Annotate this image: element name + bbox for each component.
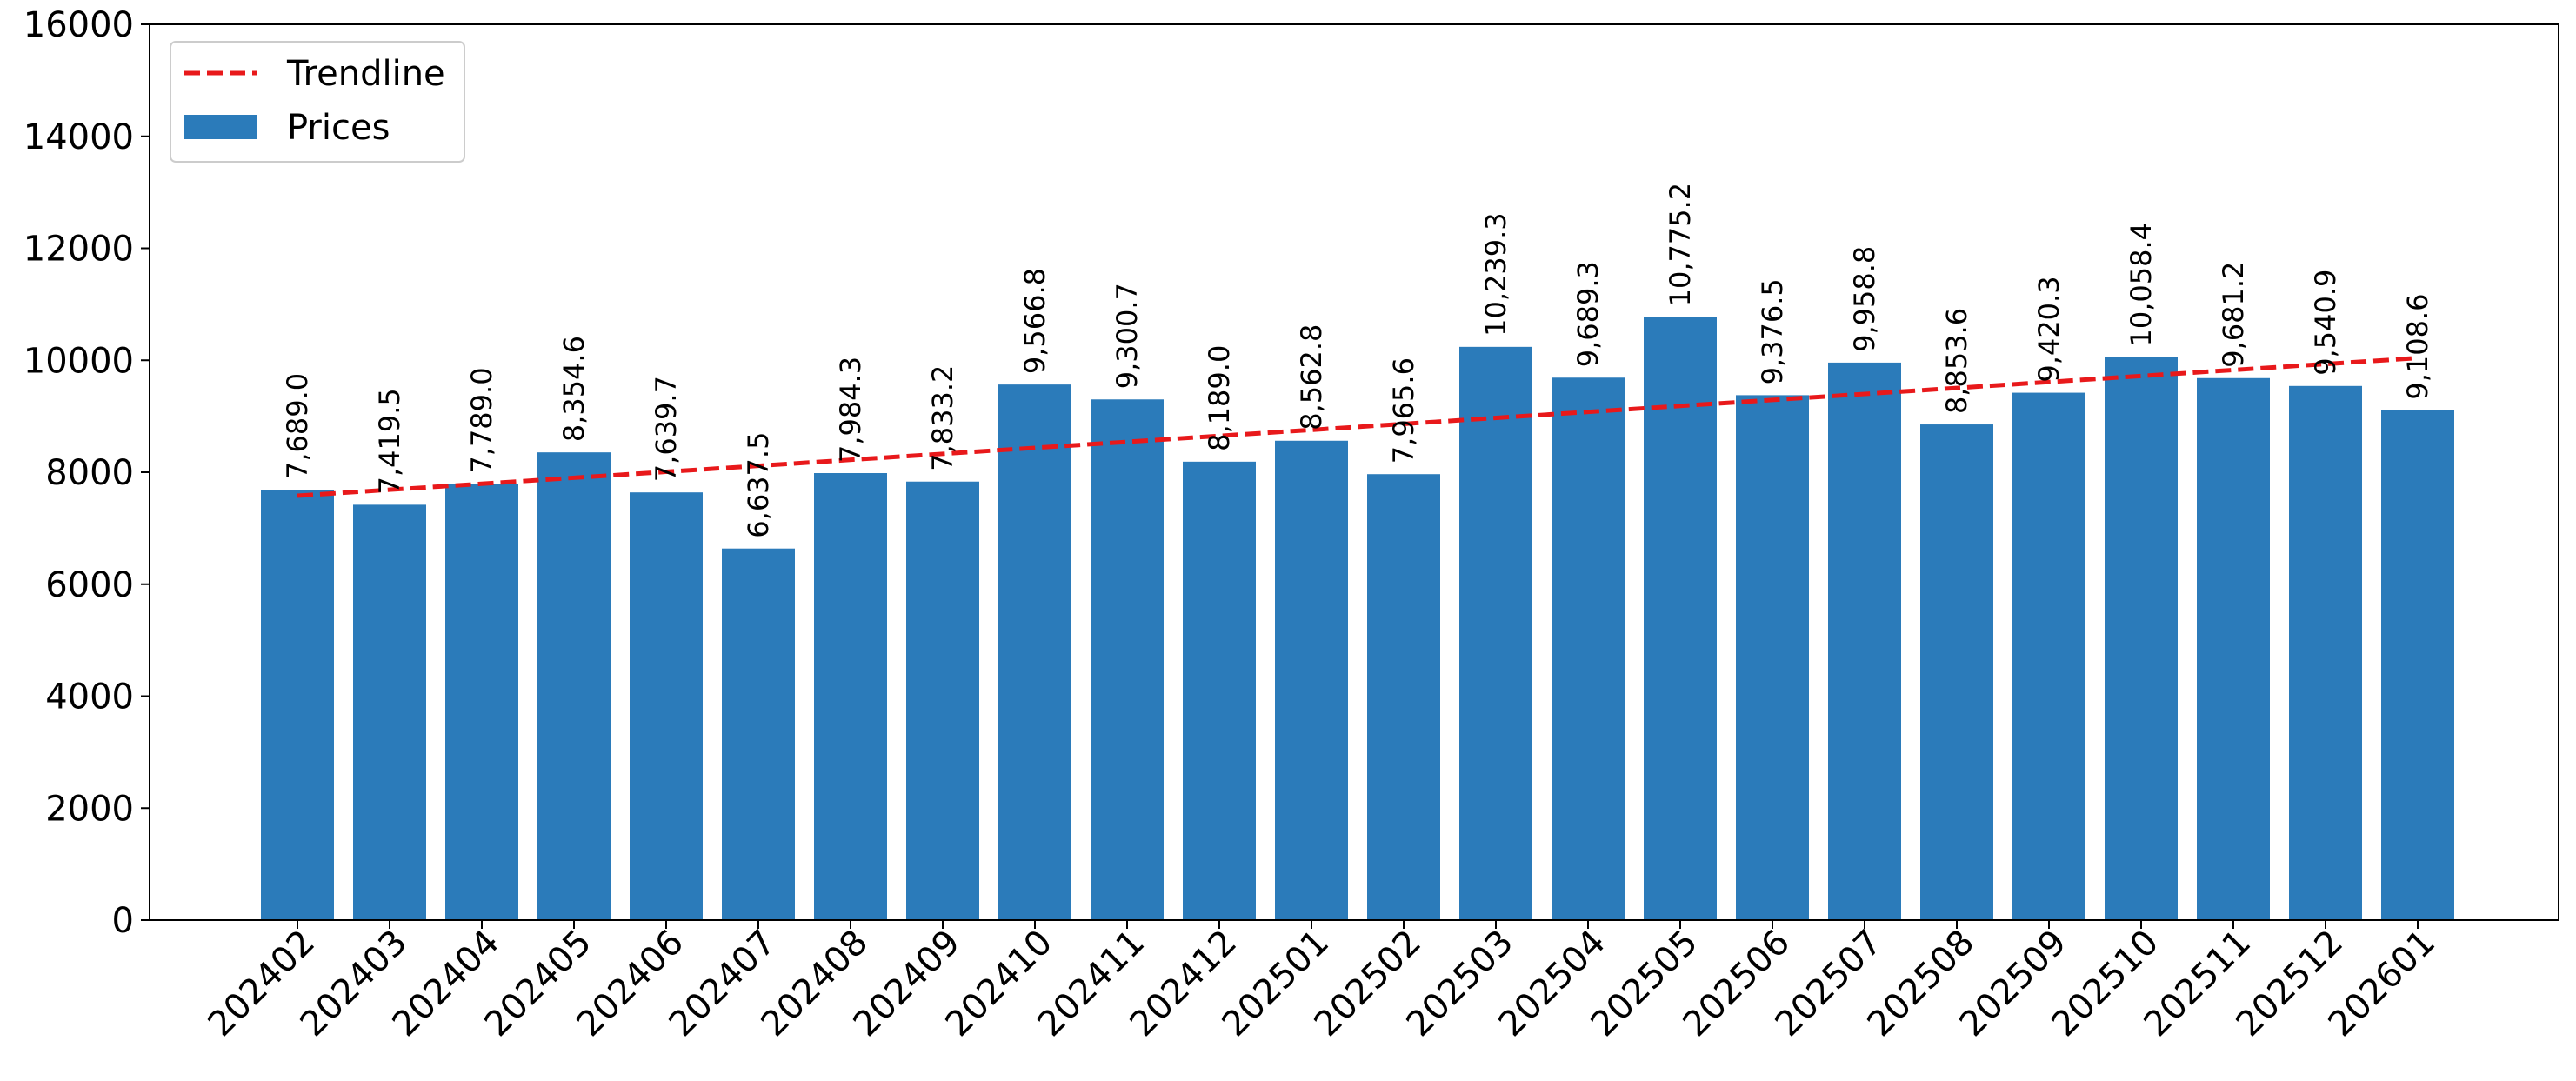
y-tick-label: 8000	[45, 453, 134, 493]
bar-value-label: 8,354.6	[557, 336, 591, 442]
bar-202510	[2105, 357, 2178, 921]
y-tick-label: 12000	[23, 230, 134, 270]
trendline	[297, 356, 2419, 498]
bar-value-label: 9,420.3	[2032, 276, 2065, 382]
bar-202409	[906, 481, 979, 920]
x-axis: 2024022024032024042024052024062024072024…	[201, 920, 2443, 1044]
bar-202506	[1736, 395, 1809, 920]
bar-value-label: 9,540.9	[2309, 270, 2342, 376]
bar-202507	[1828, 362, 1901, 921]
legend-prices-swatch	[184, 115, 257, 139]
bar-202502	[1367, 474, 1440, 920]
legend-trendline-label: Trendline	[286, 54, 445, 94]
bar-202404	[445, 484, 518, 920]
bar-value-label: 7,965.6	[1387, 357, 1420, 464]
bar-202406	[630, 492, 703, 920]
bar-value-label: 10,058.4	[2125, 223, 2158, 347]
bar-value-label: 9,566.8	[1018, 268, 1051, 374]
bar-value-label: 10,239.3	[1479, 212, 1512, 337]
bar-value-label: 9,300.7	[1111, 283, 1144, 389]
bar-202509	[2012, 392, 2085, 920]
bar-202508	[1920, 424, 1993, 920]
bar-value-label: 9,108.6	[2401, 293, 2434, 399]
bar-value-label: 7,984.3	[834, 357, 867, 463]
bar-202501	[1275, 440, 1348, 920]
bar-202511	[2197, 377, 2270, 921]
trendline-layer	[297, 356, 2419, 498]
bar-value-label: 8,189.0	[1203, 345, 1236, 451]
bar-value-label: 8,853.6	[1940, 308, 1973, 414]
bar-202412	[1183, 461, 1256, 920]
bars-layer	[261, 317, 2454, 921]
y-tick-label: 4000	[45, 677, 134, 717]
bar-value-label: 9,689.3	[1572, 261, 1605, 367]
bar-202504	[1552, 377, 1625, 920]
y-tick-label: 16000	[23, 5, 134, 45]
bar-202402	[261, 490, 334, 920]
bar-202503	[1459, 346, 1532, 920]
y-axis: 0 2000 4000 6000 8000 10000 12000 14000 16000	[23, 5, 150, 941]
bar-value-label: 10,775.2	[1664, 183, 1697, 307]
legend: Trendline Prices	[170, 41, 465, 163]
bar-value-label: 7,689.0	[281, 373, 314, 479]
bar-value-label: 6,637.5	[742, 432, 775, 538]
bar-202411	[1091, 399, 1164, 920]
bar-value-label: 9,376.5	[1756, 278, 1789, 384]
bar-202410	[998, 384, 1071, 921]
y-tick-label: 10000	[23, 341, 134, 381]
bar-labels-layer: 7,689.0 7,419.5 7,789.0 8,354.6 7,639.7 6,637…	[281, 183, 2434, 538]
bar-value-label: 7,789.0	[465, 367, 498, 473]
bar-202512	[2289, 385, 2362, 920]
bar-202407	[722, 548, 795, 920]
bar-value-label: 8,562.8	[1295, 324, 1328, 430]
y-tick-label: 14000	[23, 117, 134, 157]
bar-value-label: 7,639.7	[650, 376, 683, 482]
bar-value-label: 9,958.8	[1848, 246, 1881, 352]
y-tick-label: 6000	[45, 565, 134, 605]
bar-202408	[814, 473, 887, 920]
bar-202505	[1644, 317, 1717, 920]
bar-value-label: 9,681.2	[2217, 262, 2250, 368]
y-tick-label: 2000	[45, 789, 134, 829]
bar-202403	[353, 504, 426, 920]
bar-202601	[2381, 410, 2454, 920]
bar-202405	[537, 452, 611, 920]
y-tick-label: 0	[112, 901, 134, 941]
legend-prices-label: Prices	[287, 108, 390, 148]
bar-value-label: 7,419.5	[373, 388, 406, 494]
bar-value-label: 7,833.2	[926, 365, 959, 471]
